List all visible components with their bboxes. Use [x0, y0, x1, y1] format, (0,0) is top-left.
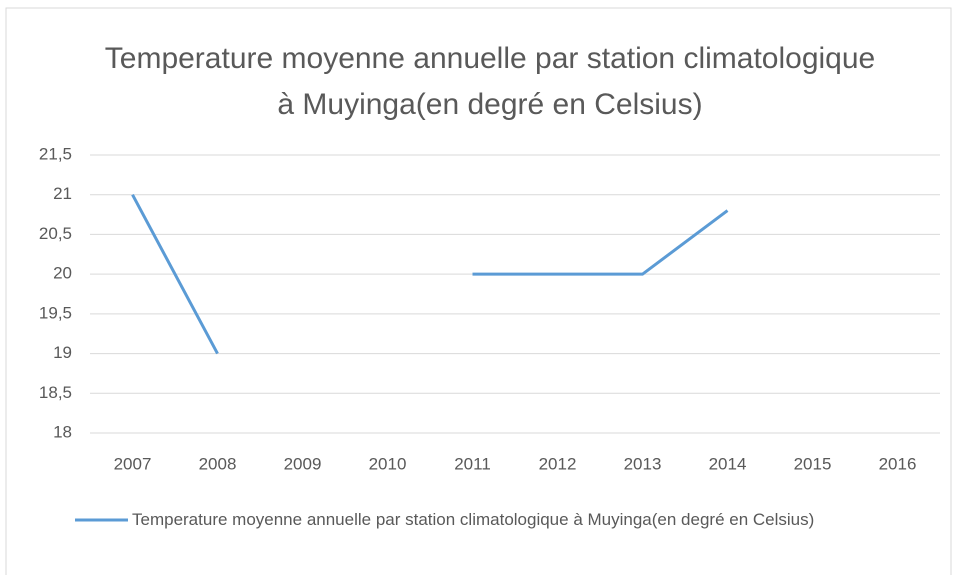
y-tick-label: 21 [53, 184, 72, 203]
x-tick-label: 2010 [369, 454, 407, 473]
x-tick-label: 2014 [709, 454, 747, 473]
chart-border [5, 7, 952, 575]
x-tick-label: 2016 [879, 454, 917, 473]
y-tick-label: 19,5 [39, 303, 72, 322]
y-tick-label: 18 [53, 422, 72, 441]
x-tick-label: 2009 [284, 454, 322, 473]
x-tick-label: 2008 [199, 454, 237, 473]
y-tick-label: 19 [53, 343, 72, 362]
chart-title: Temperature moyenne annuelle par station… [104, 42, 876, 121]
series-line [131, 194, 729, 355]
x-tick-label: 2007 [114, 454, 152, 473]
x-tick-label: 2015 [794, 454, 832, 473]
x-tick-label: 2013 [624, 454, 662, 473]
y-tick-label: 20 [53, 264, 72, 283]
y-tick-label: 18,5 [39, 383, 72, 402]
y-tick-label: 21,5 [39, 144, 72, 163]
x-tick-label: 2011 [454, 454, 491, 473]
y-tick-label: 20,5 [39, 224, 72, 243]
legend-label: Temperature moyenne annuelle par station… [132, 510, 815, 529]
x-tick-label: 2012 [539, 454, 577, 473]
